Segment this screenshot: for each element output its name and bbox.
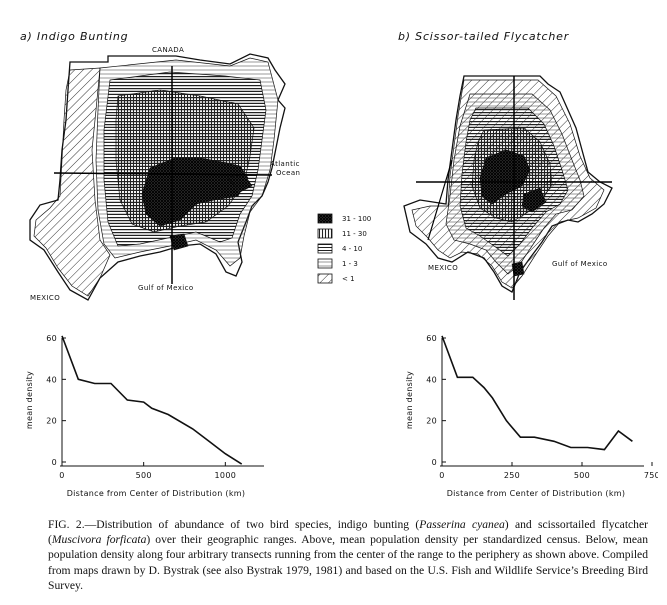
map-b-transect-diag xyxy=(427,159,453,241)
chart-b-ytick-label: 0 xyxy=(432,458,437,467)
legend-swatch-11to30 xyxy=(317,228,333,239)
legend-label-1to3: 1 - 3 xyxy=(342,260,358,268)
map-a-transect-ew xyxy=(53,172,273,176)
caption-mid: ) and scissortailed flycatcher ( xyxy=(48,518,648,547)
chart-b-ytick-label: 20 xyxy=(426,417,437,426)
map-a-label-ocean: Ocean xyxy=(276,169,300,177)
chart-a-xtick-label: 500 xyxy=(136,471,152,480)
caption-species-1: Passerina cyanea xyxy=(419,518,505,531)
chart-a-ytick-label: 40 xyxy=(46,375,57,384)
map-b-label-gulf: Gulf of Mexico xyxy=(552,260,608,268)
legend: 31 - 100 11 - 30 4 - 10 1 - 3 < 1 xyxy=(317,213,371,284)
map-a-label-gulf: Gulf of Mexico xyxy=(138,284,194,292)
legend-label-4to10: 4 - 10 xyxy=(342,245,362,253)
legend-swatch-31to100 xyxy=(317,213,333,224)
legend-label-11to30: 11 - 30 xyxy=(342,230,367,238)
chart-b-xtick-label: 750 xyxy=(644,471,658,480)
legend-swatch-lt1 xyxy=(317,273,333,284)
chart-b-xlabel: Distance from Center of Distribution (km… xyxy=(447,489,626,498)
panel-a-label: a) Indigo Bunting xyxy=(20,30,129,43)
chart-a-ytick-label: 0 xyxy=(52,458,57,467)
chart-b: 0 20 40 60 0 250 500 750 mean density Distance fr… xyxy=(405,334,658,498)
legend-swatch-4to10 xyxy=(317,243,333,254)
chart-b-ylabel: mean density xyxy=(405,371,414,429)
chart-a-ytick-label: 20 xyxy=(46,417,57,426)
chart-b-xtick-label: 500 xyxy=(574,471,590,480)
caption-rest: ) over their geographic ranges. Above, m… xyxy=(48,533,648,592)
chart-a-xtick-label: 0 xyxy=(59,471,64,480)
chart-a-xtick-label: 1000 xyxy=(215,471,237,480)
chart-a: 0 20 40 60 0 500 1000 mean density Distance from… xyxy=(25,334,264,498)
chart-b-ytick-label: 60 xyxy=(426,334,437,343)
caption-fig: FIG. 2. xyxy=(48,518,85,531)
chart-b-ytick-label: 40 xyxy=(426,375,437,384)
chart-a-xlabel: Distance from Center of Distribution (km… xyxy=(67,489,246,498)
legend-label-31to100: 31 - 100 xyxy=(342,215,371,223)
map-b: MEXICO Gulf of Mexico xyxy=(403,75,613,300)
map-a-zone-lt1 xyxy=(33,67,111,297)
chart-a-density-line xyxy=(61,335,243,465)
caption-species-2: Muscivora forficata xyxy=(51,533,147,547)
chart-a-ytick-label: 60 xyxy=(46,334,57,343)
map-b-label-mexico: MEXICO xyxy=(428,264,458,272)
map-a-label-canada: CANADA xyxy=(152,46,184,54)
legend-swatch-1to3 xyxy=(317,258,333,269)
chart-b-density-line xyxy=(441,335,633,451)
map-a-label-mexico: MEXICO xyxy=(30,294,60,302)
caption-lead: —Distribution of abundance of two bird s… xyxy=(84,518,420,531)
map-a-label-atlantic: Atlantic xyxy=(270,160,300,168)
map-a: CANADA Atlantic Ocean Gulf of Mexico MEX… xyxy=(29,46,300,302)
chart-b-xtick-label: 0 xyxy=(439,471,444,480)
chart-b-xtick-label: 250 xyxy=(504,471,520,480)
panel-b-label: b) Scissor-tailed Flycatcher xyxy=(398,30,570,43)
figure-caption: FIG. 2.—Distribution of abundance of two… xyxy=(48,517,648,593)
chart-a-ylabel: mean density xyxy=(25,371,34,429)
legend-label-lt1: < 1 xyxy=(342,275,355,283)
map-b-core-patch xyxy=(521,187,547,213)
